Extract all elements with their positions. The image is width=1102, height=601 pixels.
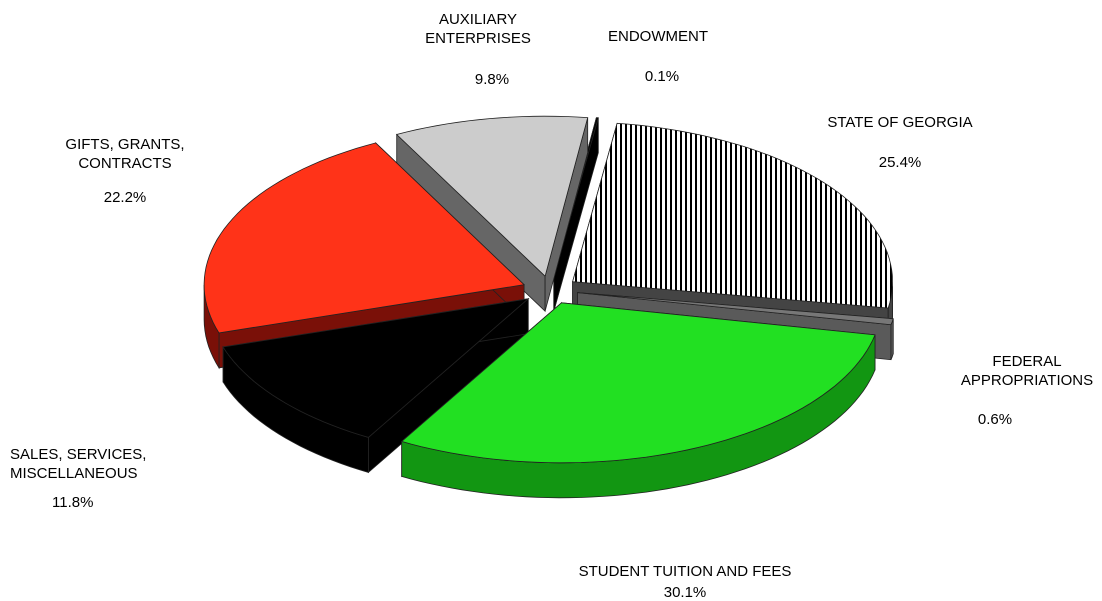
slice	[203, 142, 525, 334]
value-label: 0.6%	[977, 411, 1013, 428]
slice	[222, 298, 530, 438]
value-label: 30.1%	[663, 584, 707, 601]
slice-label: GIFTS, GRANTS, CONTRACTS	[65, 136, 185, 172]
slice-label: SALES, SERVICES, MISCELLANEOUS	[10, 446, 147, 482]
value-label: 9.8%	[474, 71, 510, 88]
slice-label: FEDERAL APPROPRIATIONS	[960, 353, 1094, 389]
slice-label: ENDOWMENT	[608, 28, 708, 45]
value-label: 22.2%	[103, 189, 147, 206]
value-label: 0.1%	[644, 68, 680, 85]
slice	[400, 302, 876, 464]
value-label: 25.4%	[878, 154, 922, 171]
slice-label: STATE OF GEORGIA	[827, 114, 973, 131]
slice	[572, 122, 894, 309]
slice	[395, 115, 589, 277]
slice-label: AUXILIARY ENTERPRISES	[425, 11, 531, 47]
value-label: 11.8%	[52, 494, 94, 511]
slice-label: STUDENT TUITION AND FEES	[578, 563, 792, 580]
slice	[577, 292, 894, 326]
